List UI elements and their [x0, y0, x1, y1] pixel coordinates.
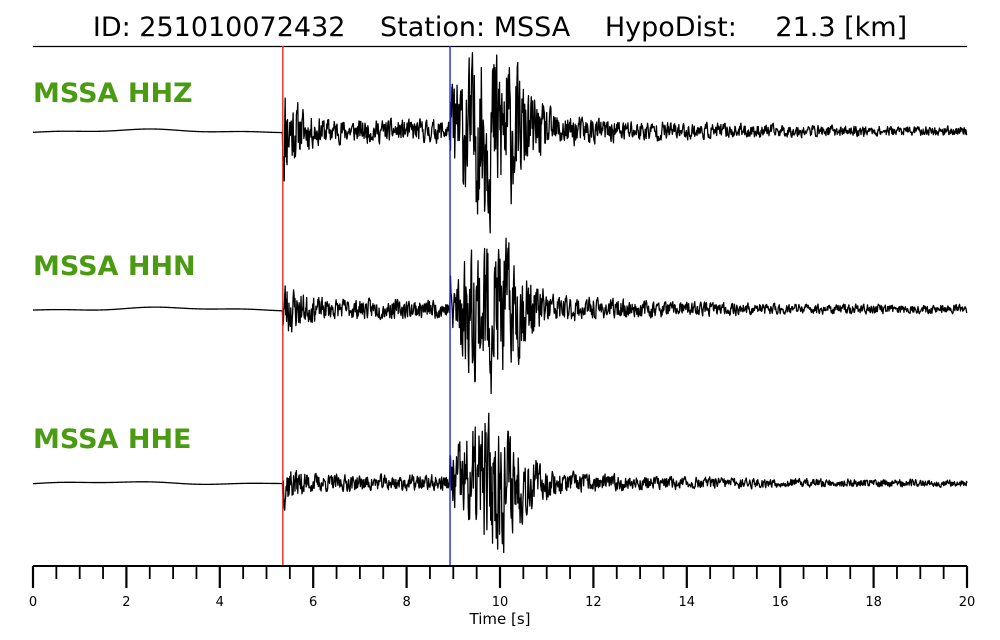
x-tick-label: 2	[122, 595, 130, 610]
x-tick-label: 4	[216, 595, 224, 610]
trace-hhn	[32, 237, 968, 395]
x-tick-label: 8	[402, 595, 410, 610]
channel-labels: MSSA HHZ MSSA HHN MSSA HHE	[33, 78, 196, 455]
channel-label-hhe: MSSA HHE	[33, 424, 191, 455]
title-id: ID: 251010072432	[93, 12, 346, 43]
trace-hhz	[32, 52, 968, 234]
trace-hhe	[32, 412, 968, 554]
x-tick-label: 20	[959, 595, 976, 610]
channel-label-hhn: MSSA HHN	[33, 251, 196, 282]
x-tick-label: 12	[585, 595, 602, 610]
x-axis-label: Time [s]	[469, 610, 531, 628]
traces-group	[32, 52, 968, 554]
x-tick-label: 0	[29, 595, 37, 610]
title-dist-value: 21.3 [km]	[775, 12, 907, 43]
x-axis: 0 2 4 6 8 10 12 14 16 18 20	[29, 565, 976, 610]
x-tick-label: 16	[772, 595, 789, 610]
x-tick-label: 14	[679, 595, 696, 610]
x-tick-label: 18	[865, 595, 882, 610]
x-tick-label: 10	[492, 595, 509, 610]
figure-title: ID: 251010072432 Station: MSSA HypoDist:…	[93, 12, 907, 43]
title-dist-label: HypoDist:	[605, 12, 737, 43]
x-tick-label: 6	[309, 595, 317, 610]
pick-lines	[282, 46, 451, 566]
title-station: Station: MSSA	[380, 12, 571, 43]
channel-label-hhz: MSSA HHZ	[33, 78, 193, 109]
